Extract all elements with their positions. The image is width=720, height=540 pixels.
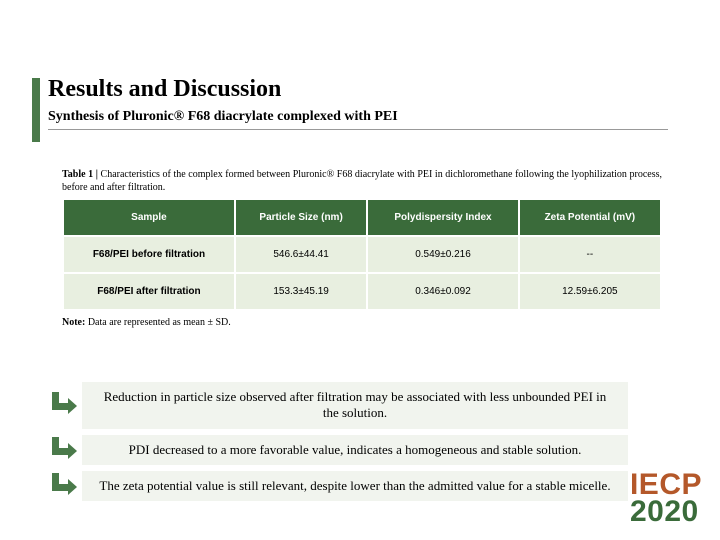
bullet-list: Reduction in particle size observed afte…	[48, 382, 628, 507]
bullet-text: The zeta potential value is still releva…	[82, 471, 628, 501]
logo-text-bottom: 2020	[630, 498, 702, 526]
data-table: Sample Particle Size (nm) Polydispersity…	[62, 198, 662, 311]
col-particle-size: Particle Size (nm)	[236, 200, 366, 235]
list-item: Reduction in particle size observed afte…	[48, 382, 628, 429]
cell-pdi: 0.549±0.216	[368, 237, 517, 272]
cell-size: 546.6±44.41	[236, 237, 366, 272]
logo-text-top: IECP	[630, 471, 702, 499]
accent-bar	[32, 78, 40, 142]
col-pdi: Polydispersity Index	[368, 200, 517, 235]
col-zeta: Zeta Potential (mV)	[520, 200, 660, 235]
note-text: Data are represented as mean ± SD.	[88, 317, 231, 328]
caption-text: Characteristics of the complex formed be…	[62, 169, 662, 193]
list-item: PDI decreased to a more favorable value,…	[48, 435, 628, 465]
cell-sample: F68/PEI after filtration	[64, 274, 234, 309]
cell-size: 153.3±45.19	[236, 274, 366, 309]
bullet-text: PDI decreased to a more favorable value,…	[82, 435, 628, 465]
cell-zeta: --	[520, 237, 660, 272]
arrow-icon	[48, 437, 74, 463]
cell-zeta: 12.59±6.205	[520, 274, 660, 309]
table-header-row: Sample Particle Size (nm) Polydispersity…	[64, 200, 660, 235]
cell-pdi: 0.346±0.092	[368, 274, 517, 309]
table-note: Note: Data are represented as mean ± SD.	[62, 317, 662, 328]
table-row: F68/PEI after filtration 153.3±45.19 0.3…	[64, 274, 660, 309]
header: Results and Discussion Synthesis of Plur…	[48, 76, 668, 130]
conference-logo: IECP 2020	[630, 471, 702, 526]
arrow-icon	[48, 473, 74, 499]
cell-sample: F68/PEI before filtration	[64, 237, 234, 272]
col-sample: Sample	[64, 200, 234, 235]
caption-prefix: Table 1 |	[62, 169, 101, 180]
bullet-text: Reduction in particle size observed afte…	[82, 382, 628, 429]
table-region: Table 1 | Characteristics of the complex…	[62, 168, 662, 328]
page-subtitle: Synthesis of Pluronic® F68 diacrylate co…	[48, 109, 668, 130]
table-row: F68/PEI before filtration 546.6±44.41 0.…	[64, 237, 660, 272]
page-title: Results and Discussion	[48, 76, 668, 103]
note-prefix: Note:	[62, 317, 88, 328]
list-item: The zeta potential value is still releva…	[48, 471, 628, 501]
arrow-icon	[48, 392, 74, 418]
table-caption: Table 1 | Characteristics of the complex…	[62, 168, 662, 194]
